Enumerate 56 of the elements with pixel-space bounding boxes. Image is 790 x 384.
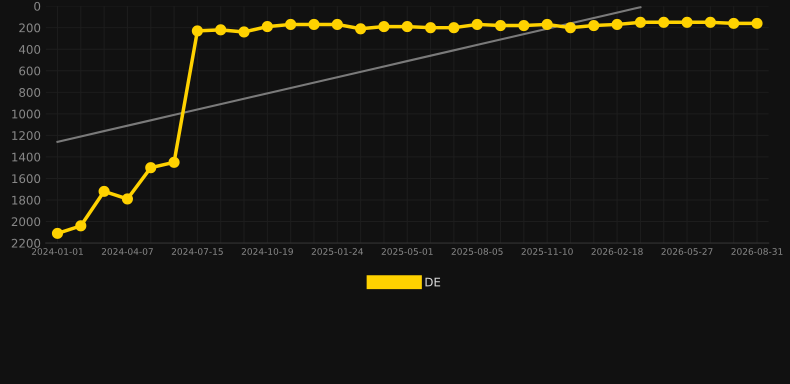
x-tick-label: 2024-07-15 bbox=[172, 248, 223, 255]
point bbox=[98, 186, 110, 197]
y-tick-label: 2000 bbox=[12, 217, 40, 226]
point bbox=[355, 23, 366, 34]
point bbox=[192, 25, 203, 36]
point bbox=[285, 18, 296, 30]
x-tick-label: 2026-02-18 bbox=[592, 248, 643, 255]
x-tick-label: 2025-01-24 bbox=[312, 248, 364, 255]
y-tick-label: 1000 bbox=[12, 110, 40, 118]
y-tick-label: 600 bbox=[19, 66, 40, 76]
point bbox=[564, 22, 576, 34]
point bbox=[588, 20, 600, 32]
point bbox=[494, 20, 506, 32]
x-tick-label: 2025-08-05 bbox=[452, 248, 503, 255]
y-tick-label: 1800 bbox=[12, 196, 40, 205]
point bbox=[542, 18, 553, 30]
point bbox=[378, 21, 390, 32]
x-tick-label: 2025-11-10 bbox=[522, 248, 573, 255]
y-tick-label: 0 bbox=[34, 2, 40, 11]
point bbox=[122, 193, 133, 204]
y-tick-label: 1200 bbox=[12, 131, 40, 140]
x-tick-label: 2024-01-01 bbox=[32, 248, 83, 255]
x-tick-label: 2026-05-27 bbox=[661, 248, 713, 255]
x-tick-label: 2024-10-19 bbox=[242, 248, 293, 255]
point bbox=[728, 18, 740, 29]
y-tick-label: 1600 bbox=[12, 174, 40, 184]
point bbox=[168, 156, 180, 168]
point bbox=[448, 22, 460, 34]
point bbox=[704, 16, 716, 28]
point bbox=[238, 26, 250, 38]
point bbox=[75, 220, 86, 232]
y-tick-label: 400 bbox=[19, 44, 40, 54]
y-tick-label: 800 bbox=[19, 88, 40, 97]
y-tick-label: 200 bbox=[19, 23, 40, 32]
y-tick-label: 1400 bbox=[12, 152, 40, 162]
point bbox=[402, 21, 413, 32]
y-tick-label: 2200 bbox=[12, 238, 40, 248]
point bbox=[215, 24, 226, 36]
point bbox=[308, 18, 320, 30]
line-series bbox=[56, 6, 642, 143]
point bbox=[518, 20, 530, 32]
legend-label: DE bbox=[426, 278, 440, 286]
point bbox=[145, 162, 156, 174]
point bbox=[658, 16, 670, 28]
point bbox=[425, 22, 436, 34]
point bbox=[262, 21, 273, 32]
x-tick-label: 2024-04-07 bbox=[102, 248, 153, 255]
point bbox=[751, 18, 763, 29]
point bbox=[472, 18, 483, 30]
x-tick-label: 2025-05-01 bbox=[382, 248, 433, 255]
point bbox=[634, 16, 646, 28]
point bbox=[612, 18, 623, 30]
point bbox=[332, 18, 343, 30]
point bbox=[682, 16, 693, 28]
point bbox=[52, 228, 64, 239]
x-tick-label: 2026-08-31 bbox=[731, 248, 782, 255]
